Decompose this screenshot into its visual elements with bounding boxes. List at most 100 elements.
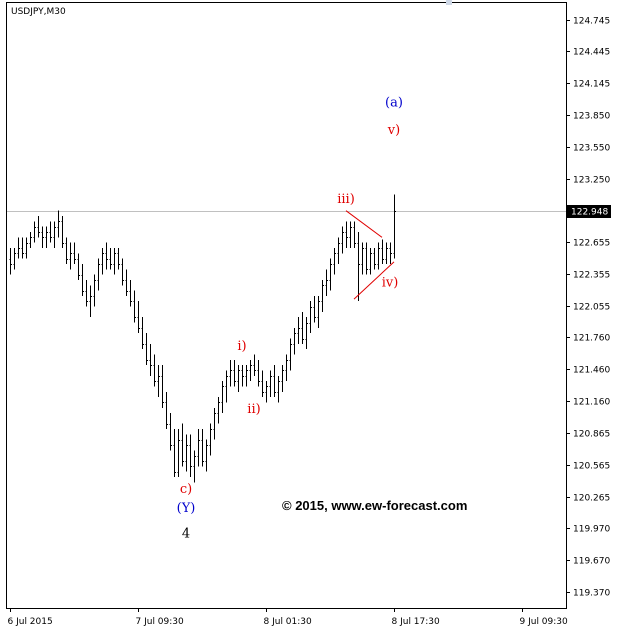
- ohlc-bar: [197, 429, 200, 467]
- current-price-box: 122.948: [567, 205, 611, 218]
- wave-label: c): [180, 482, 192, 497]
- ohlc-bar: [17, 237, 20, 259]
- symbol-label: USDJPY,M30: [11, 7, 66, 17]
- ohlc-bar: [289, 338, 292, 371]
- ohlc-bar: [229, 359, 232, 387]
- y-tick-label: 123.850: [573, 112, 610, 122]
- ohlc-bar: [329, 258, 332, 291]
- ohlc-bar: [249, 359, 252, 382]
- y-tick-label: 122.355: [573, 271, 610, 281]
- x-tick-label: 9 Jul 09:30: [520, 617, 569, 627]
- trendline: [353, 261, 395, 300]
- wave-label: i): [237, 339, 246, 354]
- ohlc-bar: [13, 247, 16, 270]
- ohlc-bar: [129, 279, 132, 307]
- wave-label: v): [387, 123, 400, 138]
- ohlc-bar: [65, 237, 68, 264]
- y-tick-label: 122.655: [573, 239, 610, 249]
- ohlc-bar: [357, 232, 360, 302]
- ohlc-bar: [373, 247, 376, 270]
- ohlc-bar: [349, 221, 352, 248]
- ohlc-bar: [245, 365, 248, 387]
- ohlc-bar: [269, 370, 272, 398]
- ohlc-bar: [337, 237, 340, 264]
- wave-label: iii): [337, 192, 355, 207]
- ohlc-bar: [381, 239, 384, 264]
- ohlc-bar: [277, 375, 280, 403]
- ohlc-bar: [265, 381, 268, 403]
- ohlc-bar: [41, 226, 44, 248]
- ohlc-bar: [109, 247, 112, 270]
- ohlc-bar: [189, 434, 192, 477]
- y-tick-label: 121.160: [573, 398, 610, 408]
- ohlc-bar: [57, 210, 60, 238]
- ohlc-bar: [241, 365, 244, 387]
- ohlc-bar: [97, 258, 100, 291]
- x-tick-label: 6 Jul 2015: [8, 617, 53, 627]
- ohlc-bar: [369, 247, 372, 275]
- ohlc-bar: [365, 242, 368, 275]
- ohlc-bar: [221, 381, 224, 414]
- ohlc-bar: [281, 365, 284, 392]
- ohlc-bar: [253, 354, 256, 376]
- current-price-box-bg: [567, 205, 611, 218]
- ohlc-bar: [285, 354, 288, 382]
- wave-label: (Y): [177, 501, 196, 516]
- ohlc-bar: [165, 391, 168, 430]
- ohlc-bar: [297, 317, 300, 344]
- copyright-text: © 2015, www.ew-forecast.com: [282, 498, 467, 513]
- ohlc-bar: [345, 221, 348, 248]
- y-tick-label: 120.565: [573, 462, 610, 472]
- ohlc-bar: [149, 343, 152, 376]
- y-tick-label: 124.145: [573, 80, 610, 90]
- y-tick-label: 119.970: [573, 525, 610, 535]
- ohlc-bar: [161, 365, 164, 408]
- ohlc-bar: [341, 226, 344, 254]
- ohlc-bar: [137, 301, 140, 334]
- ohlc-bar: [101, 247, 104, 275]
- ohlc-bar: [61, 216, 64, 248]
- price-axis[interactable]: 124.745 124.445 124.145 123.850 123.550 123.2…: [566, 17, 610, 599]
- ohlc-bar: [213, 407, 216, 440]
- ohlc-bar: [301, 311, 304, 344]
- ohlc-bar: [45, 226, 48, 248]
- ohlc-bar: [233, 359, 236, 387]
- ohlc-bar: [321, 279, 324, 312]
- y-tick-label: 120.265: [573, 494, 610, 504]
- ohlc-bar: [317, 295, 320, 328]
- ohlc-bar: [293, 327, 296, 355]
- x-tick-label: 8 Jul 17:30: [392, 617, 441, 627]
- wave-label: 4: [182, 527, 190, 542]
- ohlc-bar: [205, 439, 208, 472]
- ohlc-bar: [153, 354, 156, 387]
- x-tick-label: 8 Jul 01:30: [264, 617, 313, 627]
- ohlc-bar: [9, 247, 12, 275]
- chart-frame: [6, 2, 567, 609]
- ohlc-bar: [85, 279, 88, 307]
- ohlc-bar: [193, 450, 196, 483]
- ohlc-bar: [305, 317, 308, 350]
- ohlc-bar: [273, 365, 276, 398]
- y-tick-label: 120.865: [573, 430, 610, 440]
- ohlc-bar: [361, 242, 364, 275]
- time-axis[interactable]: 6 Jul 2015 7 Jul 09:30 8 Jul 01:30 8 Jul 17…: [8, 608, 618, 627]
- ohlc-bar: [133, 290, 136, 323]
- ohlc-bar: [141, 317, 144, 350]
- chart-shift-marker[interactable]: [446, 0, 452, 5]
- ohlc-bar: [385, 242, 388, 264]
- triangle-trendlines: [345, 210, 395, 300]
- wave-label: iv): [382, 275, 399, 290]
- wave-label: (a): [385, 95, 403, 110]
- ohlc-bar: [181, 423, 184, 467]
- ohlc-bar: [393, 194, 396, 259]
- y-tick-label: 119.370: [573, 589, 610, 599]
- ohlc-bar: [157, 365, 160, 398]
- ohlc-bar: [117, 247, 120, 270]
- y-tick-label: 119.670: [573, 557, 610, 567]
- ohlc-bar: [325, 269, 328, 296]
- current-price-value: 122.948: [571, 208, 608, 218]
- ohlc-bar: [145, 333, 148, 366]
- ohlc-bar: [105, 242, 108, 270]
- y-tick-label: 124.445: [573, 48, 610, 58]
